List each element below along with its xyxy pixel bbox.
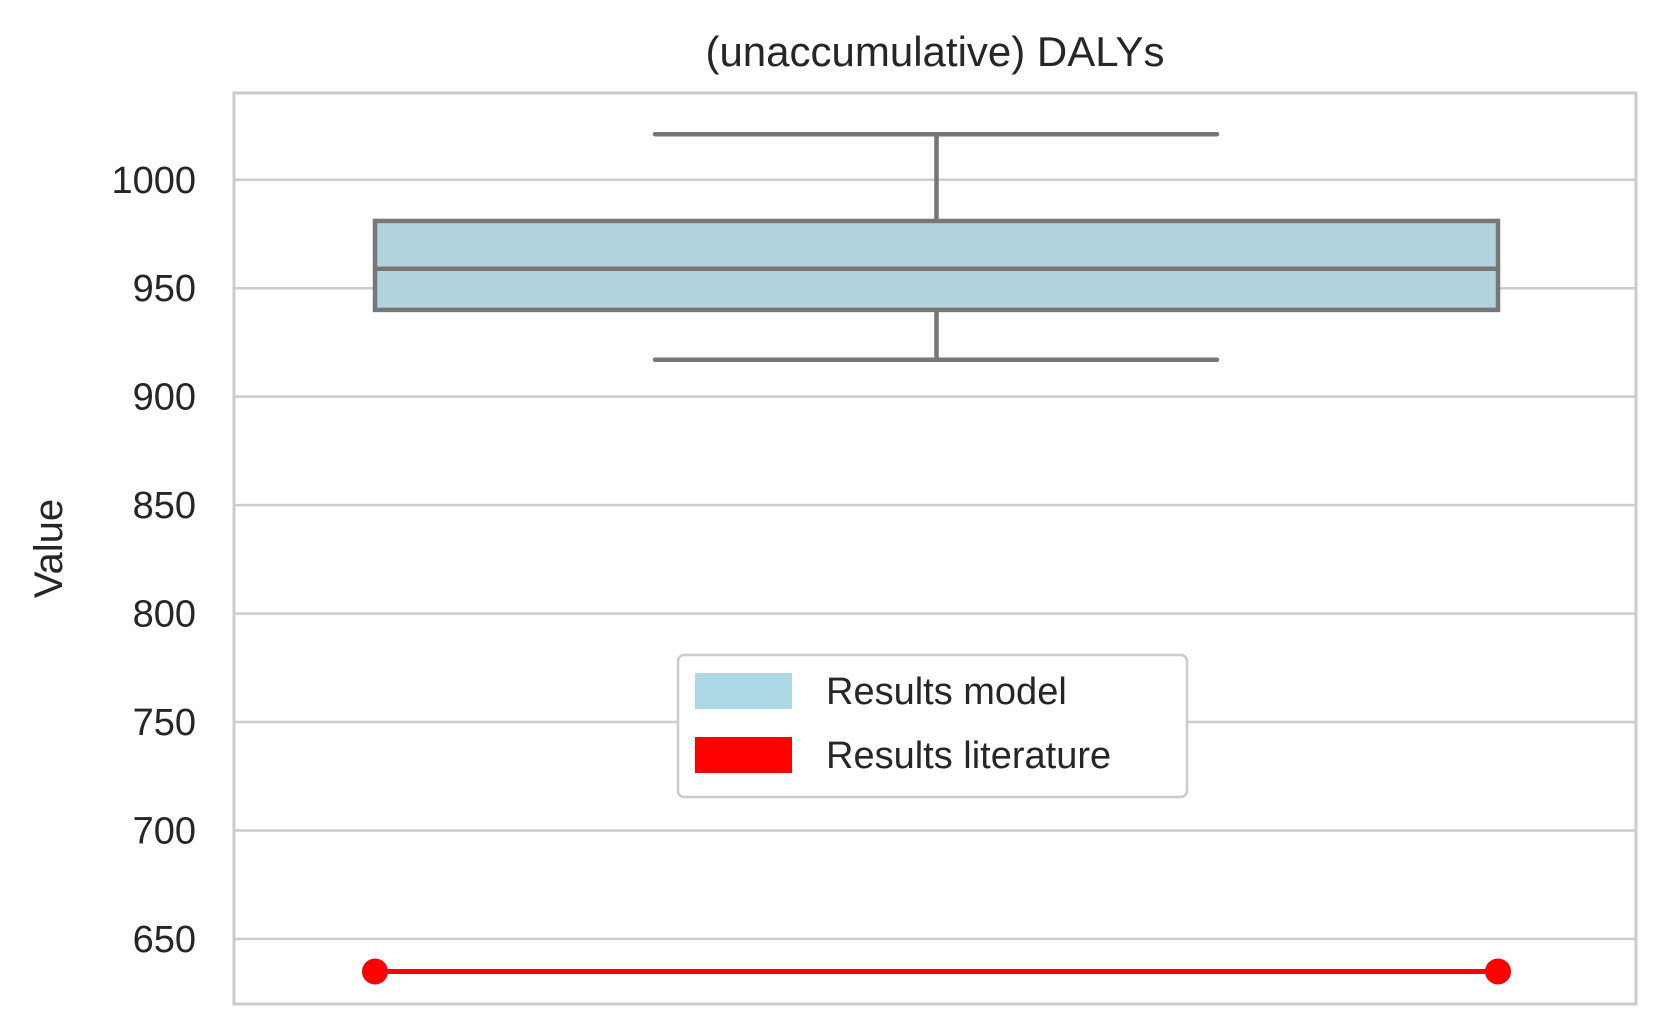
legend: Results model Results literature	[676, 653, 1189, 799]
literature-point	[362, 958, 388, 985]
plot-frame	[232, 91, 1638, 1006]
y-tick-label: 850	[133, 485, 196, 527]
y-tick-labels: 650 700 750 800 850 900 950 1000	[111, 160, 196, 961]
y-tick-label: 700	[133, 810, 196, 852]
y-tick-label: 750	[133, 702, 196, 744]
legend-label: Results literature	[826, 735, 1111, 777]
legend-swatch	[695, 673, 792, 709]
box-iqr	[372, 218, 1501, 313]
y-axis-label: Value	[27, 499, 71, 598]
y-tick-label: 1000	[111, 160, 196, 202]
legend-swatch	[695, 737, 792, 773]
y-tick-label: 950	[133, 268, 196, 310]
literature-point	[1485, 958, 1511, 985]
chart-title: (unaccumulative) DALYs	[705, 28, 1164, 75]
y-tick-label: 900	[133, 377, 196, 419]
y-tick-label: 650	[133, 919, 196, 961]
legend-frame	[676, 653, 1189, 799]
legend-label: Results model	[826, 671, 1067, 713]
y-tick-label: 800	[133, 594, 196, 636]
literature-line	[362, 958, 1511, 985]
boxplot	[372, 131, 1501, 363]
